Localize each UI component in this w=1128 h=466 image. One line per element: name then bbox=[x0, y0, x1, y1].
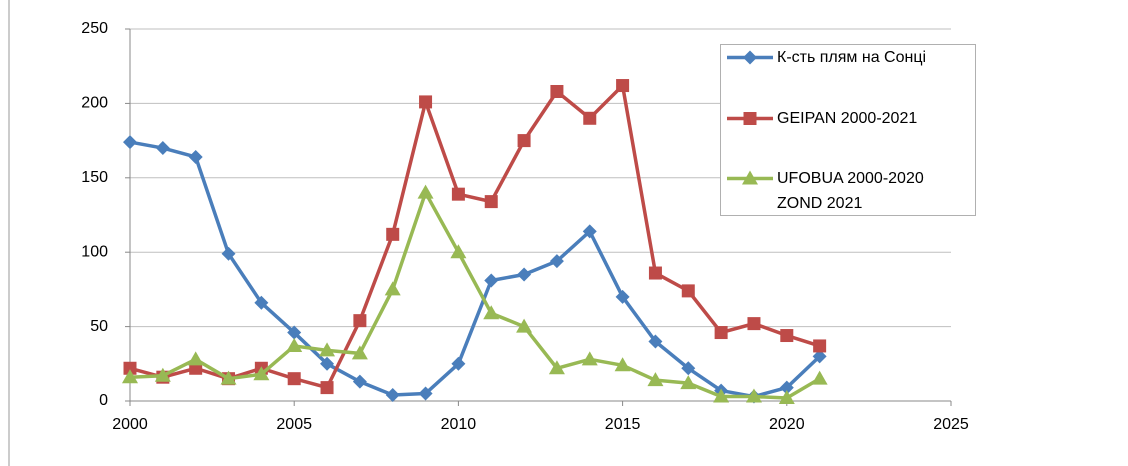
marker bbox=[123, 135, 137, 150]
series-line bbox=[129, 190, 821, 400]
legend-swatch bbox=[727, 50, 773, 65]
marker bbox=[680, 375, 697, 390]
marker bbox=[517, 134, 531, 148]
marker bbox=[450, 244, 467, 259]
marker bbox=[220, 370, 237, 385]
marker bbox=[742, 170, 758, 185]
marker bbox=[483, 305, 500, 320]
x-tick-label: 2015 bbox=[605, 416, 641, 433]
marker bbox=[123, 361, 137, 375]
marker bbox=[484, 273, 499, 288]
marker bbox=[516, 318, 533, 333]
marker bbox=[648, 266, 662, 280]
legend-swatch bbox=[727, 170, 773, 185]
marker bbox=[319, 342, 336, 357]
y-tick-label: 250 bbox=[81, 20, 108, 37]
marker bbox=[549, 254, 564, 269]
legend-label: К-сть плям на Сонці bbox=[777, 49, 927, 66]
marker bbox=[418, 386, 433, 401]
marker bbox=[614, 357, 631, 372]
marker bbox=[254, 295, 269, 310]
marker bbox=[419, 95, 433, 109]
marker bbox=[780, 329, 794, 343]
marker bbox=[583, 111, 597, 125]
marker bbox=[582, 224, 597, 239]
marker bbox=[616, 79, 630, 93]
marker bbox=[286, 337, 303, 352]
x-tick-label: 2020 bbox=[769, 416, 805, 433]
series-line bbox=[129, 83, 821, 390]
marker bbox=[581, 351, 598, 366]
marker bbox=[287, 325, 302, 340]
marker bbox=[681, 361, 696, 376]
x-tick-label: 2005 bbox=[276, 416, 312, 433]
marker bbox=[154, 367, 171, 382]
marker bbox=[187, 351, 204, 366]
marker bbox=[351, 345, 368, 360]
y-tick-label: 50 bbox=[90, 318, 108, 335]
marker bbox=[320, 381, 334, 395]
legend-label: GEIPAN 2000-2021 bbox=[777, 110, 918, 127]
y-tick-label: 0 bbox=[99, 392, 108, 409]
marker bbox=[385, 388, 400, 403]
marker bbox=[648, 334, 663, 349]
marker bbox=[743, 112, 757, 125]
marker bbox=[155, 141, 170, 156]
marker bbox=[320, 356, 335, 371]
marker bbox=[484, 195, 498, 209]
marker bbox=[550, 84, 564, 98]
marker bbox=[615, 289, 630, 304]
marker bbox=[352, 374, 367, 389]
marker bbox=[747, 317, 761, 331]
marker bbox=[451, 356, 466, 371]
marker bbox=[745, 388, 762, 403]
x-tick-label: 2010 bbox=[441, 416, 477, 433]
marker bbox=[714, 326, 728, 340]
marker bbox=[253, 366, 270, 381]
marker bbox=[681, 284, 695, 298]
marker bbox=[384, 281, 401, 296]
marker bbox=[743, 50, 757, 65]
marker bbox=[287, 372, 301, 386]
marker bbox=[812, 349, 827, 364]
y-tick-label: 100 bbox=[81, 243, 108, 260]
marker bbox=[811, 370, 828, 385]
y-tick-label: 150 bbox=[81, 169, 108, 186]
marker bbox=[813, 339, 827, 353]
marker bbox=[548, 360, 565, 375]
marker bbox=[417, 184, 434, 199]
series-line bbox=[129, 140, 821, 399]
marker bbox=[778, 390, 795, 405]
legend-swatch bbox=[727, 112, 773, 125]
marker bbox=[188, 149, 203, 164]
marker bbox=[517, 267, 532, 282]
x-tick-label: 2025 bbox=[933, 416, 969, 433]
x-tick-label: 2000 bbox=[112, 416, 148, 433]
marker bbox=[353, 314, 367, 328]
y-tick-label: 200 bbox=[81, 95, 108, 112]
marker bbox=[386, 227, 400, 241]
marker bbox=[779, 380, 794, 395]
legend-label: UFOBUA 2000-2020 ZOND 2021 bbox=[777, 170, 924, 212]
marker bbox=[221, 246, 236, 261]
marker bbox=[713, 388, 730, 403]
marker bbox=[122, 369, 138, 384]
legend: К-сть плям на Сонці GEIPAN 2000-2021 UFOBU… bbox=[720, 44, 976, 216]
marker bbox=[451, 187, 465, 201]
marker bbox=[647, 372, 664, 387]
